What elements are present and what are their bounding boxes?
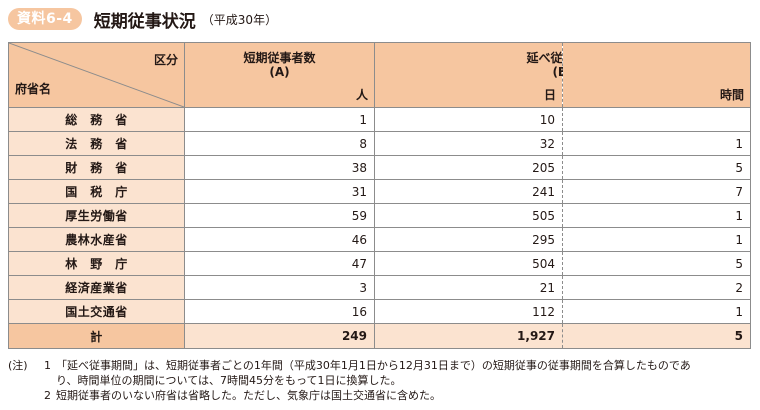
note-text: 「延べ従事期間」は、短期従事者ごとの1年間（平成30年1月1日から12月31日ま…: [56, 359, 691, 372]
total-hours: 5: [562, 323, 751, 349]
hours-cell: 1: [562, 227, 751, 252]
workers-cell: 1: [184, 107, 375, 132]
days-unit-label: 日: [543, 88, 556, 102]
ministry-name: 林 野 庁: [8, 251, 185, 276]
workers-cell: 16: [184, 299, 375, 324]
hours-cell: 1: [562, 203, 751, 228]
total-workers: 249: [184, 323, 375, 349]
note-text: 短期従事者のいない府省は省略した。ただし、気象庁は国土交通省に含めた。: [56, 389, 441, 402]
hours-cell: 7: [562, 179, 751, 204]
workers-cell: 38: [184, 155, 375, 180]
ministry-name: 経済産業省: [8, 275, 185, 300]
note-number: 1: [44, 359, 51, 372]
note-item: (注) 1 「延べ従事期間」は、短期従事者ごとの1年間（平成30年1月1日から1…: [8, 358, 752, 373]
header: 資料6-4 短期従事状況 （平成30年）: [8, 6, 277, 32]
note-number: 2: [44, 389, 51, 402]
hours-cell: 1: [562, 299, 751, 324]
table-body: 総 務 省 1 10 法 務 省 8 32 1 財 務 省 38 205 5 国 税 庁 31 241 7 厚…: [8, 107, 751, 324]
note-item: 2 短期従事者のいない府省は省略した。ただし、気象庁は国土交通省に含めた。: [8, 388, 752, 403]
workers-cell: 8: [184, 131, 375, 156]
note-prefix: (注): [8, 359, 28, 372]
page-subtitle: （平成30年）: [201, 12, 278, 27]
note-continuation: り、時間単位の期間については、7時間45分をもって1日に換算した。: [56, 374, 402, 387]
workers-cell: 46: [184, 227, 375, 252]
short-term-work-table: 区分 府省名 短期従事者数 (A) 人 延べ従事期間 (B) 日: [8, 42, 751, 349]
days-cell: 21: [374, 275, 563, 300]
period-header-cell: 延べ従事期間 (B) 日: [374, 42, 599, 108]
corner-header-cell: 区分 府省名: [8, 42, 185, 108]
table-row: 経済産業省 3 21 2: [8, 275, 751, 300]
ministry-name: 農林水産省: [8, 227, 185, 252]
ministry-name: 厚生労働省: [8, 203, 185, 228]
corner-diagonal-line: [9, 43, 184, 107]
table-row: 林 野 庁 47 504 5: [8, 251, 751, 276]
table-row: 財 務 省 38 205 5: [8, 155, 751, 180]
workers-unit-label: 人: [355, 88, 368, 102]
hours-cell: 5: [562, 251, 751, 276]
table-row: 総 務 省 1 10: [8, 107, 751, 132]
table-row: 国土交通省 16 112 1: [8, 299, 751, 324]
days-cell: 32: [374, 131, 563, 156]
ministry-header-label: 府省名: [15, 82, 52, 96]
hours-cell: [562, 107, 751, 132]
workers-cell: 47: [184, 251, 375, 276]
days-cell: 295: [374, 227, 563, 252]
table-row: 農林水産省 46 295 1: [8, 227, 751, 252]
hours-cell: 5: [562, 155, 751, 180]
table-row: 法 務 省 8 32 1: [8, 131, 751, 156]
workers-header-code: (A): [269, 65, 290, 79]
page-title: 短期従事状況: [93, 11, 196, 32]
ministry-name: 総 務 省: [8, 107, 185, 132]
ministry-name: 国 税 庁: [8, 179, 185, 204]
hours-header-cell: 時間: [562, 42, 751, 108]
document-badge: 資料6-4: [8, 8, 82, 30]
ministry-name: 法 務 省: [8, 131, 185, 156]
hours-cell: 2: [562, 275, 751, 300]
workers-cell: 31: [184, 179, 375, 204]
days-cell: 504: [374, 251, 563, 276]
days-cell: 112: [374, 299, 563, 324]
workers-header-label: 短期従事者数: [243, 51, 316, 65]
days-cell: 241: [374, 179, 563, 204]
days-cell: 10: [374, 107, 563, 132]
notes: (注) 1 「延べ従事期間」は、短期従事者ごとの1年間（平成30年1月1日から1…: [8, 358, 752, 403]
total-days: 1,927: [374, 323, 563, 349]
table-row: 厚生労働省 59 505 1: [8, 203, 751, 228]
total-label: 計: [8, 323, 185, 349]
days-cell: 205: [374, 155, 563, 180]
workers-cell: 59: [184, 203, 375, 228]
hours-cell: 1: [562, 131, 751, 156]
table-row: 国 税 庁 31 241 7: [8, 179, 751, 204]
ministry-name: 財 務 省: [8, 155, 185, 180]
hours-unit-label: 時間: [719, 88, 744, 102]
ministry-name: 国土交通省: [8, 299, 185, 324]
days-cell: 505: [374, 203, 563, 228]
workers-cell: 3: [184, 275, 375, 300]
workers-header-cell: 短期従事者数 (A) 人: [184, 42, 375, 108]
total-row: 計 249 1,927 5: [8, 323, 751, 349]
category-header-label: 区分: [153, 53, 178, 67]
